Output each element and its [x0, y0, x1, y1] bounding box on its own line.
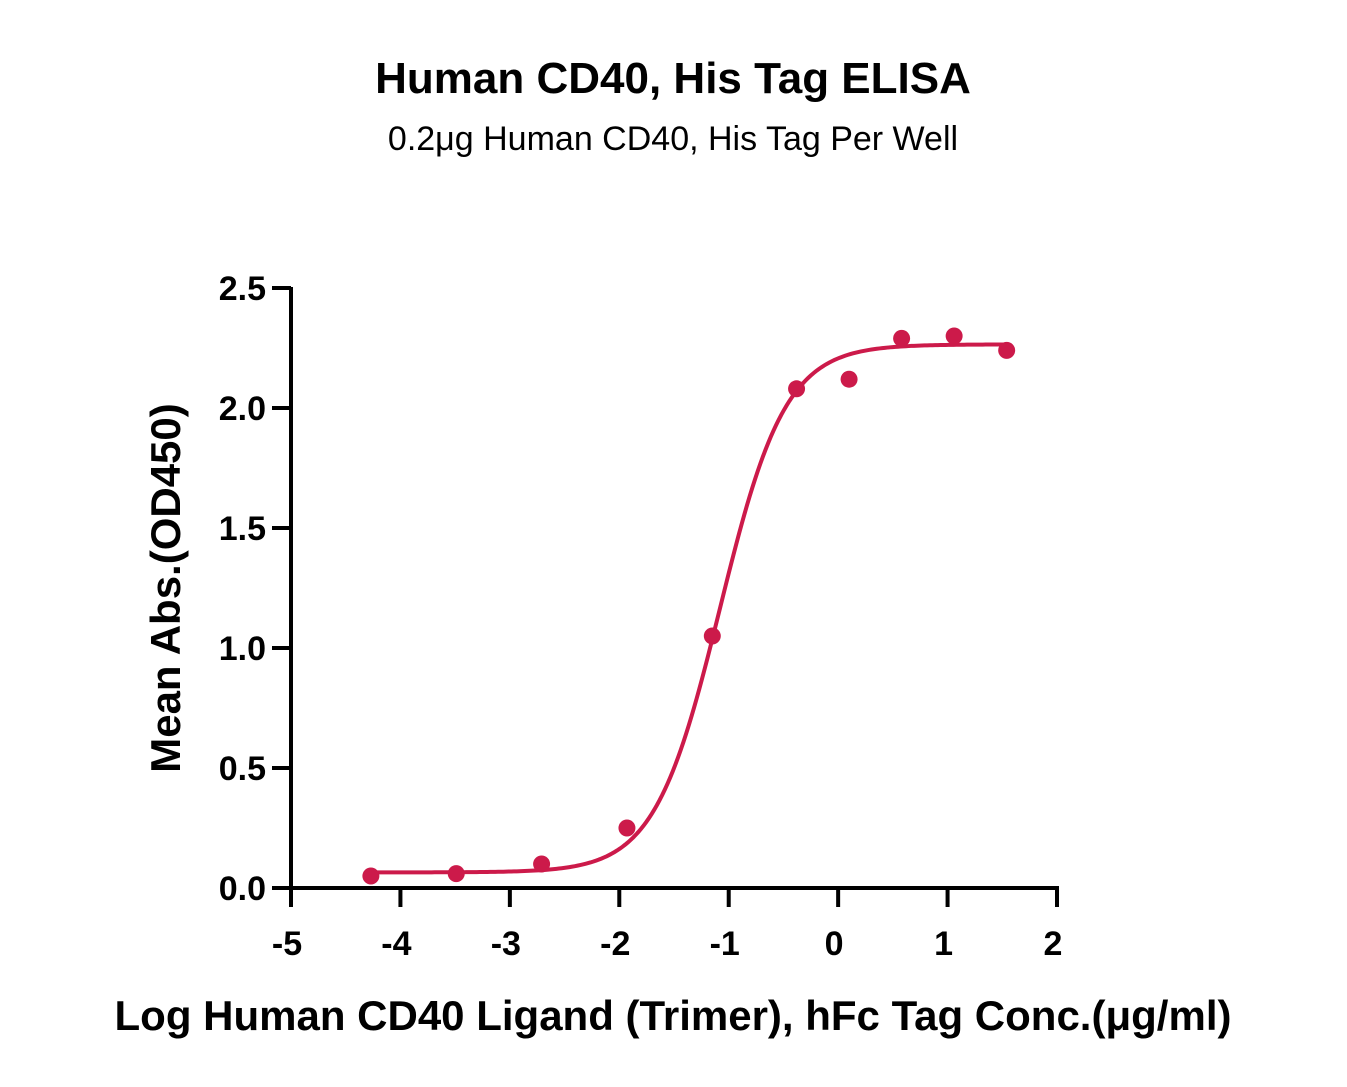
data-point — [618, 819, 636, 837]
plot-area — [362, 327, 1016, 885]
data-point — [945, 327, 963, 345]
fit-curve — [370, 342, 1007, 875]
y-tick-label: 0.5 — [219, 750, 266, 788]
x-ticks: -5 -4 -3 -2 -1 0 1 2 — [272, 888, 1063, 963]
x-tick-label: -3 — [491, 925, 521, 963]
data-point — [447, 865, 465, 883]
y-tick-label: 2.5 — [219, 270, 266, 308]
y-tick-label: 1.0 — [219, 630, 266, 668]
y-axis-label: Mean Abs.(OD450) — [142, 403, 189, 773]
x-tick-label: -4 — [381, 925, 411, 963]
data-point — [533, 855, 551, 873]
y-tick-label: 1.5 — [219, 510, 266, 548]
data-point — [703, 627, 721, 645]
x-tick-label: -5 — [272, 925, 302, 963]
x-tick-label: 0 — [825, 925, 844, 963]
x-tick-label: -2 — [600, 925, 630, 963]
y-axis: 0.0 0.5 1.0 1.5 2.0 2.5 — [219, 270, 293, 908]
x-tick-label: 2 — [1044, 925, 1063, 963]
data-point — [840, 370, 858, 388]
data-point — [788, 380, 806, 398]
data-point — [893, 329, 911, 347]
data-point — [998, 341, 1016, 359]
chart-title: Human CD40, His Tag ELISA — [375, 54, 971, 103]
x-axis-label: Log Human CD40 Ligand (Trimer), hFc Tag … — [115, 992, 1232, 1039]
x-tick-label: 1 — [934, 925, 953, 963]
x-axis: -5 -4 -3 -2 -1 0 1 2 — [272, 886, 1063, 963]
x-tick-label: -1 — [710, 925, 740, 963]
y-tick-label: 2.0 — [219, 390, 266, 428]
chart-subtitle: 0.2μg Human CD40, His Tag Per Well — [388, 120, 958, 158]
y-ticks: 0.0 0.5 1.0 1.5 2.0 2.5 — [219, 270, 291, 908]
y-tick-label: 0.0 — [219, 870, 266, 908]
data-point — [362, 867, 380, 885]
